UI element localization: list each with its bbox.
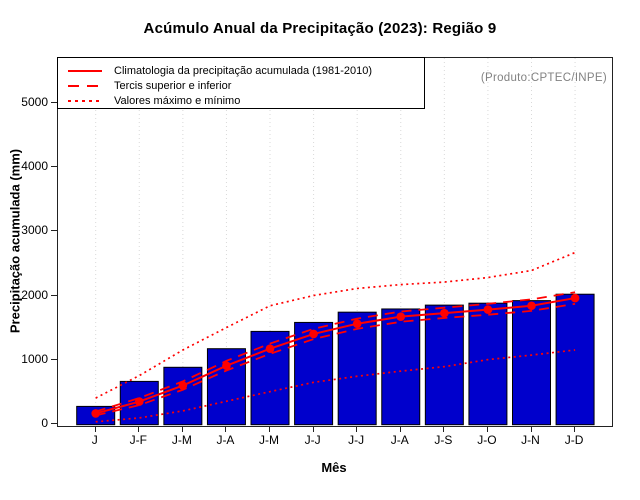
x-tick-label: J-O [477, 433, 497, 447]
x-tick-label: J-S [434, 433, 453, 447]
bar-J-A [381, 308, 421, 426]
climatology-point [91, 409, 100, 418]
x-tick-label: J-M [259, 433, 280, 447]
y-tick [51, 230, 57, 232]
y-axis-label: Precipitação acumulada (mm) [7, 148, 23, 334]
x-tick-label: J-A [216, 433, 235, 447]
x-tick [530, 426, 532, 432]
plot-area: (Produto:CPTEC/INPE) Climatologia da pre… [57, 57, 613, 427]
plot-svg [76, 58, 595, 426]
chart-title: Acúmulo Anual da Precipitação (2023): Re… [143, 20, 497, 37]
climatology-point [527, 301, 536, 311]
climatology-point [134, 397, 144, 406]
y-tick [51, 102, 57, 104]
min-line [95, 349, 576, 423]
y-tick-label: 3000 [21, 223, 48, 238]
x-tick [443, 426, 445, 432]
legend-item-minmax: Valores máximo e mínimo [68, 93, 424, 108]
x-tick [269, 426, 271, 432]
tercile-upper-line [95, 291, 576, 413]
climatology-line [95, 297, 576, 415]
x-tick [312, 426, 314, 432]
x-tick-label: J-D [564, 433, 584, 447]
x-tick [399, 426, 401, 432]
bar-J-J [294, 321, 334, 426]
dashed-line-icon [68, 84, 102, 87]
y-tick-label: 0 [41, 415, 48, 430]
bar-J-M [163, 366, 203, 426]
x-axis-label: Mês [321, 460, 347, 475]
x-tick [574, 426, 576, 432]
legend-label: Climatologia da precipitação acumulada (… [114, 64, 373, 77]
y-tick [51, 358, 57, 360]
y-tick [51, 422, 57, 424]
climatology-point [440, 308, 449, 318]
x-tick [181, 426, 183, 432]
legend-item-terciles: Tercis superior e inferior [68, 78, 424, 93]
x-tick-label: J [91, 433, 98, 447]
x-tick-label: J-F [129, 433, 147, 447]
y-tick-label: 2000 [21, 287, 48, 302]
x-tick-label: J-A [390, 433, 409, 447]
legend-label: Tercis superior e inferior [114, 79, 232, 92]
x-tick-label: J-M [171, 433, 192, 447]
tercile-lower-line [95, 302, 576, 417]
x-tick-label: J-J [348, 433, 365, 447]
climatology-point [309, 329, 318, 339]
legend-item-climatology: Climatologia da precipitação acumulada (… [68, 63, 424, 78]
x-tick [225, 426, 227, 432]
x-tick-label: J-J [304, 433, 321, 447]
y-tick-label: 4000 [21, 159, 48, 174]
solid-line-icon [68, 69, 102, 72]
y-tick-label: 1000 [21, 351, 48, 366]
y-tick-label: 5000 [21, 95, 48, 110]
x-tick [356, 426, 358, 432]
x-tick [486, 426, 488, 432]
bar-J-O [468, 302, 508, 426]
climatology-point [178, 381, 188, 390]
producer-watermark: (Produto:CPTEC/INPE) [480, 72, 607, 84]
x-tick [138, 426, 140, 432]
y-tick [51, 294, 57, 296]
y-tick [51, 166, 57, 168]
bar-J-N [512, 300, 551, 426]
bar-J-S [424, 304, 464, 426]
dotted-line-icon [68, 99, 102, 102]
climatology-point [265, 344, 275, 354]
climatology-point [396, 312, 406, 321]
climatology-point [570, 293, 580, 303]
x-tick-label: J-N [521, 433, 540, 447]
max-line [95, 251, 576, 399]
bar-J-D [555, 293, 595, 426]
legend: Climatologia da precipitação acumulada (… [57, 57, 425, 109]
climatology-point [222, 361, 231, 370]
legend-label: Valores máximo e mínimo [114, 94, 241, 107]
climatology-point [483, 305, 493, 314]
x-tick [94, 426, 96, 432]
climatology-point [352, 319, 362, 329]
